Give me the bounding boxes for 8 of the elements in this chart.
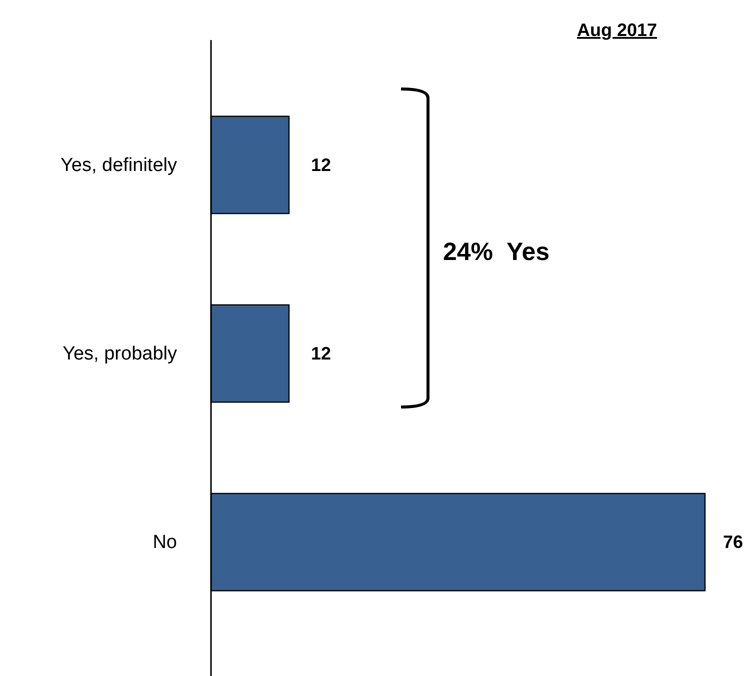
y-tick-label: No xyxy=(152,532,177,554)
data-label: 12 xyxy=(311,344,332,364)
data-label: 12 xyxy=(311,154,332,175)
chart-title: Aug 2017 xyxy=(576,20,658,40)
y-tick-label: Yes, probably xyxy=(62,344,178,364)
y-tick-label: Yes, definitely xyxy=(60,154,178,176)
annotation: 24% Yes xyxy=(443,238,550,266)
data-label: 76 xyxy=(723,532,744,552)
